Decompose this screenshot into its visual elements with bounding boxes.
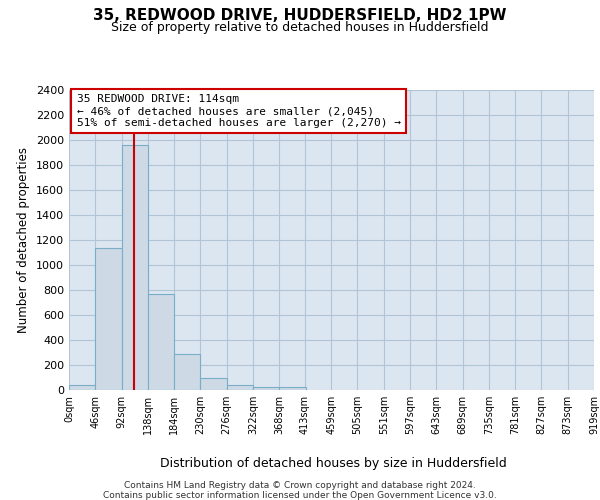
Text: Distribution of detached houses by size in Huddersfield: Distribution of detached houses by size …	[160, 458, 506, 470]
Bar	[200, 378, 227, 390]
Text: 35, REDWOOD DRIVE, HUDDERSFIELD, HD2 1PW: 35, REDWOOD DRIVE, HUDDERSFIELD, HD2 1PW	[93, 8, 507, 22]
Text: 35 REDWOOD DRIVE: 114sqm
← 46% of detached houses are smaller (2,045)
51% of sem: 35 REDWOOD DRIVE: 114sqm ← 46% of detach…	[77, 94, 401, 128]
Bar	[69, 385, 95, 390]
Bar	[253, 387, 279, 390]
Text: Size of property relative to detached houses in Huddersfield: Size of property relative to detached ho…	[111, 21, 489, 34]
Bar	[227, 385, 253, 390]
Bar	[95, 248, 122, 390]
Bar	[148, 294, 174, 390]
Text: Contains HM Land Registry data © Crown copyright and database right 2024.: Contains HM Land Registry data © Crown c…	[124, 481, 476, 490]
Bar	[279, 387, 305, 390]
Bar	[122, 145, 148, 390]
Text: Contains public sector information licensed under the Open Government Licence v3: Contains public sector information licen…	[103, 491, 497, 500]
Y-axis label: Number of detached properties: Number of detached properties	[17, 147, 31, 333]
Bar	[174, 354, 200, 390]
